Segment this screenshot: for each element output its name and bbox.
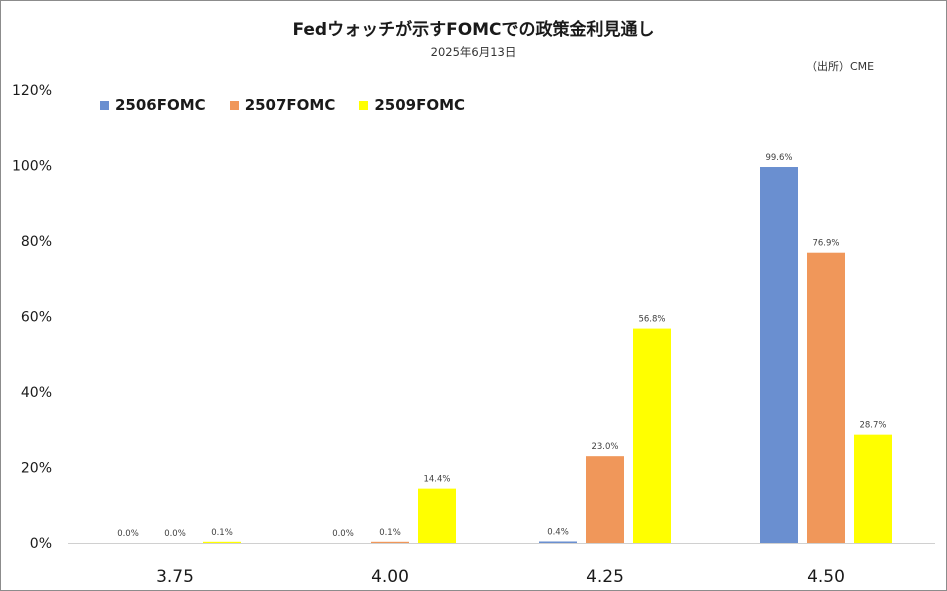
chart-legend: 2506FOMC 2507FOMC 2509FOMC bbox=[100, 96, 489, 114]
legend-label-2506: 2506FOMC bbox=[115, 96, 206, 114]
y-tick-label: 100% bbox=[12, 159, 52, 175]
chart-source: （出所）CME bbox=[806, 60, 875, 73]
data-label: 28.7% bbox=[859, 421, 886, 431]
bar-2509FOMC-4.00 bbox=[418, 488, 456, 543]
legend-item-2507: 2507FOMC bbox=[229, 96, 336, 114]
y-tick-label: 40% bbox=[21, 385, 52, 401]
bar-2509FOMC-4.25 bbox=[633, 328, 671, 543]
legend-item-2506: 2506FOMC bbox=[100, 96, 206, 114]
y-tick-label: 60% bbox=[21, 310, 52, 326]
data-label: 0.0% bbox=[117, 529, 139, 539]
bar-2506FOMC-4.25 bbox=[539, 541, 577, 543]
y-tick-label: 0% bbox=[30, 536, 52, 552]
legend-item-2509: 2509FOMC bbox=[359, 96, 465, 114]
data-label: 14.4% bbox=[423, 475, 450, 485]
legend-swatch-2506 bbox=[100, 100, 109, 110]
x-tick-label: 4.25 bbox=[586, 567, 624, 587]
data-label: 56.8% bbox=[638, 315, 665, 325]
x-tick-label: 4.50 bbox=[807, 567, 845, 587]
bar-2507FOMC-4.25 bbox=[586, 456, 624, 543]
data-label: 0.0% bbox=[164, 529, 186, 539]
y-tick-label: 120% bbox=[12, 83, 52, 99]
chart-title: Fedウォッチが示すFOMCでの政策金利見通し bbox=[292, 20, 655, 40]
data-label: 0.4% bbox=[547, 527, 569, 537]
legend-label-2509: 2509FOMC bbox=[374, 96, 466, 114]
bar-2507FOMC-4.50 bbox=[807, 252, 845, 543]
data-label: 0.1% bbox=[211, 528, 233, 538]
data-label: 0.1% bbox=[379, 528, 401, 538]
data-label: 76.9% bbox=[812, 239, 839, 249]
x-tick-label: 4.00 bbox=[371, 567, 409, 587]
bar-2506FOMC-4.50 bbox=[760, 167, 798, 543]
chart-subtitle: 2025年6月13日 bbox=[430, 45, 517, 59]
x-tick-label: 3.75 bbox=[156, 567, 194, 587]
legend-swatch-2507 bbox=[229, 100, 239, 110]
bar-2507FOMC-4.00 bbox=[371, 541, 409, 543]
legend-swatch-2509 bbox=[359, 100, 369, 110]
data-label: 23.0% bbox=[591, 442, 618, 452]
legend-label-2507: 2507FOMC bbox=[244, 96, 336, 114]
bar-2509FOMC-4.50 bbox=[854, 434, 892, 543]
y-tick-label: 20% bbox=[21, 461, 52, 477]
data-label: 99.6% bbox=[765, 153, 792, 163]
data-label: 0.0% bbox=[332, 529, 354, 539]
bar-2509FOMC-3.75 bbox=[203, 541, 241, 543]
y-tick-label: 80% bbox=[21, 234, 52, 250]
